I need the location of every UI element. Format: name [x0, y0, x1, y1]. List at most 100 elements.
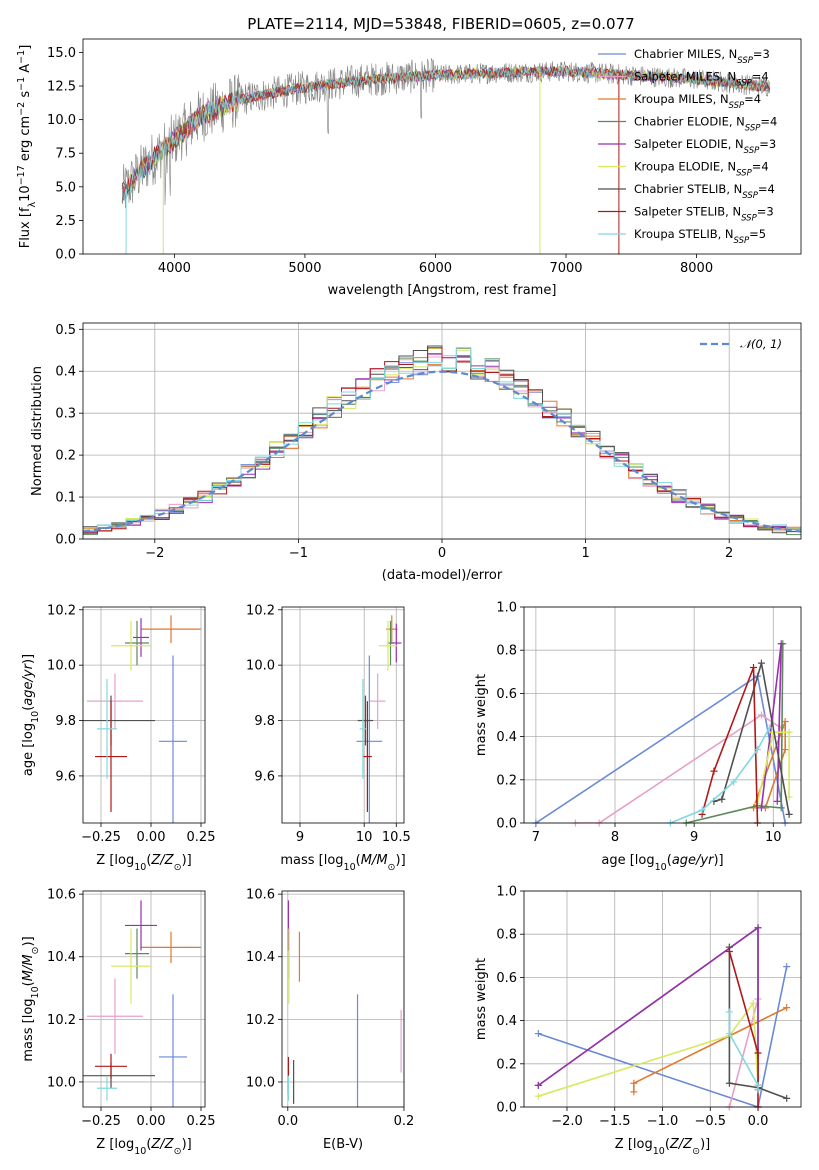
age_vs_Z-frame: [82, 606, 206, 824]
weight_vs_Z-marker: [534, 1030, 542, 1038]
svg-text:age [log10(age/yr)]: age [log10(age/yr)]: [21, 654, 41, 776]
weight_vs_Z-xtick-label: 0.0: [748, 1114, 769, 1129]
weight_vs_age-frame: [523, 606, 802, 824]
legend-entry: Salpeter STELIB, NSSP=3: [634, 205, 774, 224]
mass_vs_ebv-ytick-label: 10.0: [246, 1075, 275, 1090]
mass_vs_Z-xtick-label: 0.25: [187, 1114, 216, 1129]
age_vs_mass-ytick-label: 10.0: [246, 659, 275, 674]
age_vs_mass-xtick-label: 9: [296, 830, 304, 845]
residuals-xtick-label: −1: [289, 546, 308, 561]
spectrum-xtick-label: 8000: [680, 261, 713, 276]
age_vs_mass-point: [362, 701, 372, 812]
mass_vs_ebv-xtick-label: 0.2: [394, 1114, 415, 1129]
legend-entry: Kroupa ELODIE, NSSP=4: [634, 160, 769, 179]
weight_vs_age-marker: [710, 767, 718, 775]
mass_vs_ebv-xlabel: E(B-V): [323, 1137, 363, 1152]
weight_vs_age-xtick-label: 7: [532, 830, 540, 845]
weight_vs_Z-marker: [630, 1079, 638, 1087]
mass_vs_Z-point: [97, 1075, 117, 1101]
mass_vs_Z-xlabel: Z [log10(Z/Z⊙)]: [96, 1137, 191, 1157]
mass_vs_Z-ytick-label: 10.4: [47, 950, 76, 965]
age_vs_mass-point: [356, 655, 383, 823]
weight_vs_Z-ytick-label: 0.0: [496, 1101, 517, 1116]
mass_vs_ebv-xtick-label: 0.0: [277, 1114, 298, 1129]
weight_vs_age-marker: [765, 724, 773, 732]
mass_vs_ebv-ytick-label: 10.6: [246, 888, 275, 903]
weight_vs_age-series-line: [752, 721, 787, 809]
age_vs_Z-xtick-label: 0.00: [137, 830, 166, 845]
mass_vs_ebv-axes: 0.0 0.2 10.0 10.2 10.4 10.6: [246, 888, 414, 1129]
residuals-xtick-label: 1: [581, 546, 589, 561]
weight_vs_age-series-line: [686, 643, 784, 823]
residuals-xtick-label: 2: [725, 546, 733, 561]
residuals-axes: −2 −1 0 1 2 0.0 0.1 0.2 0.3 0.4 0.5: [55, 323, 801, 561]
mass_vs_Z-frame: [82, 890, 206, 1108]
spectrum-xtick-label: 4000: [158, 261, 191, 276]
age_vs_mass-xtick-label: 10: [356, 830, 373, 845]
mass_vs_Z-point: [141, 931, 201, 963]
weight_vs_Z-ytick-label: 0.2: [496, 1057, 517, 1072]
spectrum-model-line: [121, 65, 771, 202]
mass_vs_ebv-ytick-label: 10.4: [246, 950, 275, 965]
legend-entry: Chabrier ELODIE, NSSP=4: [634, 115, 777, 134]
weight_vs_Z-marker: [749, 999, 757, 1007]
weight_vs_Z-ylabel: mass weight: [474, 958, 489, 1040]
spectrum-ytick-label: 0.0: [55, 248, 76, 263]
legend-entry: Salpeter MILES, NSSP=4: [634, 70, 769, 89]
weight_vs_age-xtick-label: 10: [765, 830, 782, 845]
weight_vs_age-ytick-label: 0.8: [496, 644, 517, 659]
weight_vs_age-series-line: [535, 674, 786, 823]
weight_vs_Z-xtick-label: −0.5: [694, 1114, 726, 1129]
age_vs_Z-point: [125, 620, 149, 666]
weight_vs_age-ytick-label: 1.0: [496, 601, 517, 616]
spectrum-ytick-label: 2.5: [55, 214, 76, 229]
mass_vs_Z-point: [125, 928, 149, 979]
mass_vs_ebv-ytick-label: 10.2: [246, 1013, 275, 1028]
weight_vs_Z-frame: [523, 890, 802, 1108]
weight_vs_age-series-line: [713, 662, 790, 815]
weight_vs_Z-marker: [725, 947, 733, 955]
weight_vs_Z-xlabel: Z [log10(Z/Z⊙)]: [615, 1137, 710, 1157]
spectrum-xlabel: wavelength [Angstrom, rest frame]: [328, 283, 557, 298]
legend-entry: Chabrier MILES, NSSP=3: [634, 47, 770, 66]
weight_vs_age-ylabel: mass weight: [474, 674, 489, 756]
mass_vs_Z-point: [87, 978, 143, 1054]
spectrum-model-line: [121, 66, 771, 194]
mass_vs_ebv-frame: [281, 890, 405, 1108]
mass_vs_Z-xtick-label: −0.25: [81, 1114, 121, 1129]
weight_vs_age-xlabel: age [log10(age/yr)]: [601, 853, 723, 873]
age_vs_Z-point: [87, 673, 143, 729]
legend-entry: Kroupa MILES, NSSP=4: [634, 92, 761, 111]
residuals-xtick-label: 0: [438, 546, 446, 561]
weight_vs_age-marker: [757, 711, 765, 719]
age_vs_mass-ytick-label: 9.6: [254, 769, 275, 784]
age_vs_Z-xlabel: Z [log10(Z/Z⊙)]: [96, 853, 191, 873]
residuals-ytick-label: 0.3: [55, 407, 76, 422]
spectrum-ytick-label: 12.5: [47, 80, 76, 95]
spectrum-xtick-label: 6000: [419, 261, 452, 276]
residuals-ytick-label: 0.5: [55, 323, 76, 338]
age_vs_Z-ytick-label: 9.6: [55, 769, 76, 784]
weight_vs_age-marker: [698, 806, 706, 814]
weight_vs_Z-ytick-label: 0.4: [496, 1014, 517, 1029]
weight_vs_Z-marker: [725, 1008, 733, 1016]
weight_vs_age-marker: [730, 778, 738, 786]
mass_vs_Z-ytick-label: 10.2: [47, 1013, 76, 1028]
weight_vs_age-xtick-label: 9: [690, 830, 698, 845]
residuals-ytick-label: 0.1: [55, 491, 76, 506]
weight_vs_age-marker: [753, 746, 761, 754]
svg-text:Flux [fλ10−17 erg cm−2 s−1 A−1: Flux [fλ10−17 erg cm−2 s−1 A−1]: [16, 45, 38, 249]
weight_vs_age-ytick-label: 0.2: [496, 773, 517, 788]
weight_vs_age-ytick-label: 0.0: [496, 817, 517, 832]
spectrum-ytick-label: 10.0: [47, 113, 76, 128]
age_vs_mass-xtick-label: 10.5: [382, 830, 411, 845]
weight_vs_Z-marker: [783, 963, 791, 971]
weight_vs_Z-ytick-label: 0.8: [496, 928, 517, 943]
weight_vs_Z-xtick-label: −1.0: [647, 1114, 679, 1129]
age_vs_Z-ytick-label: 10.2: [47, 603, 76, 618]
weight_vs_Z-marker: [534, 1081, 542, 1089]
mass_vs_Z-ylabel: mass [log10(M/M⊙)]: [21, 936, 41, 1061]
residuals-ytick-label: 0.4: [55, 365, 76, 380]
weight_vs_Z-marker: [630, 1088, 638, 1096]
residuals-ytick-label: 0.2: [55, 449, 76, 464]
